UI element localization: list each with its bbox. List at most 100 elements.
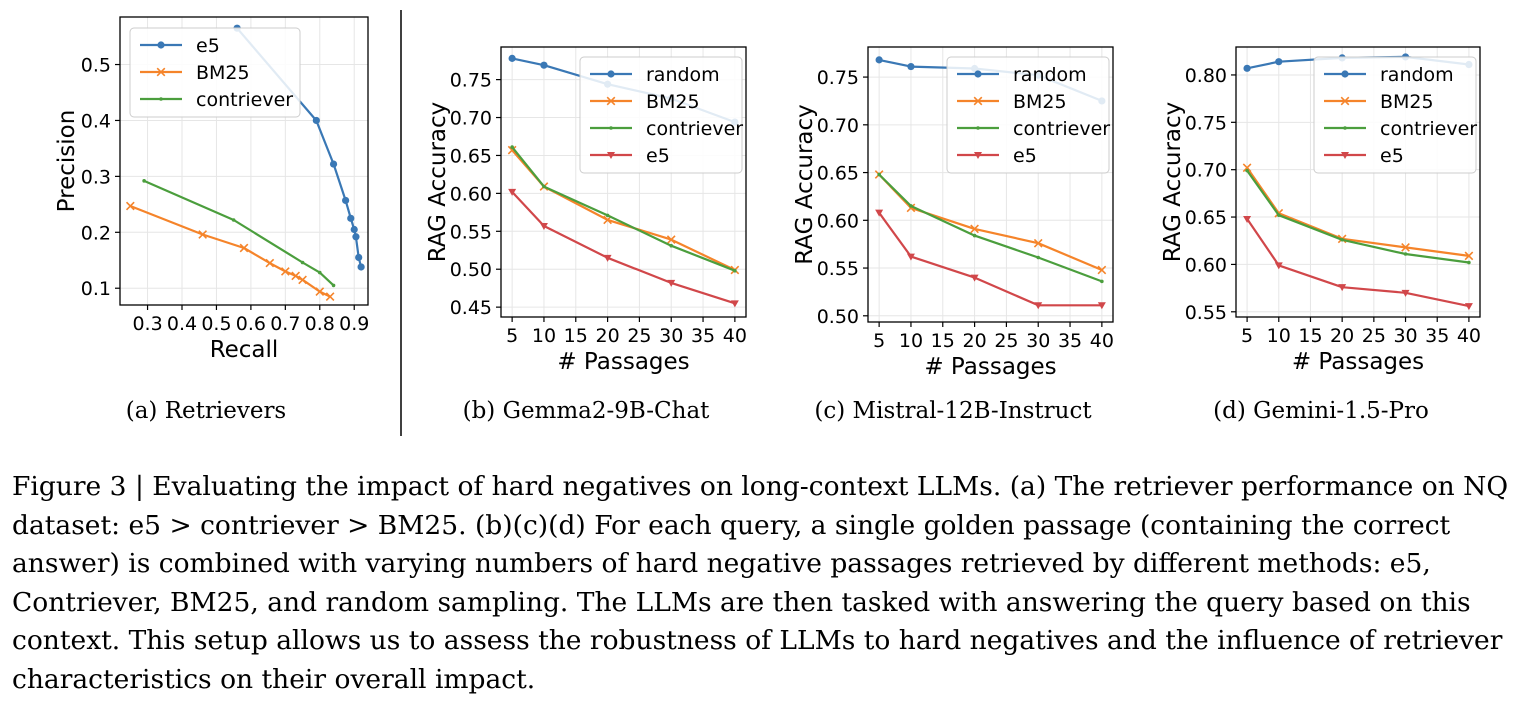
data-point	[1340, 237, 1344, 242]
legend-label: contriever	[196, 89, 293, 111]
y-tick-label: 0.75	[817, 67, 859, 89]
legend-marker	[976, 126, 980, 130]
legend-label: random	[1380, 64, 1454, 86]
x-axis-title: # Passages	[924, 354, 1056, 380]
x-axis-title: # Passages	[557, 349, 689, 375]
legend-marker	[1343, 126, 1347, 130]
y-tick-label: 0.65	[450, 145, 492, 167]
legend-label: random	[1013, 64, 1087, 86]
legend-marker	[1341, 152, 1349, 159]
y-tick-label: 0.70	[450, 108, 492, 130]
x-tick-label: 40	[1090, 330, 1114, 352]
y-tick-label: 0.65	[1185, 207, 1227, 229]
y-tick-label: 0.2	[81, 222, 111, 244]
y-tick-label: 0.1	[81, 278, 111, 300]
subcaption: (d) Gemini-1.5-Pro	[1213, 398, 1429, 424]
data-point	[1033, 238, 1043, 248]
data-point	[669, 243, 674, 248]
x-tick-label: 10	[532, 325, 556, 347]
legend-box	[1313, 56, 1477, 174]
series-contriever	[877, 172, 1104, 284]
series-line	[1246, 169, 1470, 264]
series-contriever	[510, 145, 737, 273]
y-axis-title: RAG Accuracy	[425, 102, 451, 263]
legend-label: e5	[196, 35, 220, 57]
y-tick-label: 0.50	[817, 306, 859, 328]
y-tick-label: 0.60	[1185, 254, 1227, 276]
y-axis-title: Precision	[54, 110, 80, 213]
x-tick-label: 5	[873, 330, 885, 352]
legend: e5 BM25 contriever	[129, 27, 301, 118]
y-tick-label: 0.70	[1185, 160, 1227, 182]
legend-label: e5	[1013, 145, 1037, 167]
x-tick-label: 25	[627, 325, 651, 347]
x-tick-label: 5	[506, 325, 518, 347]
legend-label: BM25	[196, 62, 250, 84]
data-point	[1097, 265, 1107, 275]
chart-panel-a-retrievers: 0.3 0.4 0.5 0.6 0.7 0.8 0.90.10.20.30.40.5Reca…	[54, 16, 369, 424]
data-point	[972, 233, 977, 238]
data-point	[542, 184, 546, 189]
data-point	[231, 218, 236, 222]
chart-panel-d-gemini: 5 10 15 20 25 30 35 40 0.55 0.60 0.65 0.70 0.75 0.80 #…	[1160, 46, 1481, 424]
data-point	[1401, 289, 1410, 297]
legend-label: BM25	[1380, 91, 1434, 113]
x-tick-label: 15	[564, 325, 588, 347]
y-tick-label: 0.55	[450, 221, 492, 243]
legend-marker	[974, 152, 982, 159]
chart-panel-c-mistral: 5 10 15 20 25 30 35 40 0.50 0.55 0.60 0.65 0.70 0.75 #…	[792, 46, 1114, 424]
x-tick-label: 20	[1330, 325, 1354, 347]
data-point	[909, 204, 913, 208]
data-point	[317, 270, 322, 275]
x-tick-label: 35	[1425, 325, 1449, 347]
y-tick-label: 0.80	[1185, 65, 1227, 87]
x-tick-label: 20	[595, 325, 619, 347]
data-point	[907, 62, 915, 71]
plot-frame	[119, 16, 369, 306]
plot-frame	[867, 46, 1114, 323]
y-tick-label: 0.70	[817, 115, 859, 137]
y-tick-label: 0.55	[1185, 302, 1227, 324]
data-point	[1097, 302, 1106, 310]
legend-marker	[1341, 70, 1349, 78]
legend: random BM25 contriever e5	[1313, 56, 1477, 174]
legend-label: random	[646, 64, 720, 86]
data-point	[355, 253, 363, 262]
data-point	[352, 233, 360, 241]
data-point	[508, 188, 517, 196]
series-line	[878, 173, 1103, 283]
data-point	[298, 275, 307, 285]
series-line	[511, 191, 736, 305]
legend-label: BM25	[1013, 91, 1067, 113]
data-point	[540, 61, 548, 69]
y-tick-label: 0.75	[450, 70, 492, 92]
x-tick-label: 40	[1457, 325, 1481, 347]
data-point	[1464, 303, 1473, 311]
data-point	[280, 267, 290, 276]
x-tick-label: 0.4	[167, 313, 197, 335]
y-tick-label: 0.65	[817, 163, 859, 185]
data-point	[342, 196, 350, 205]
data-point	[1464, 251, 1474, 261]
figure-caption: Figure 3 | Evaluating the impact of hard…	[12, 471, 1509, 695]
data-point	[347, 214, 355, 222]
x-tick-label: 30	[659, 325, 683, 347]
x-tick-label: 0.5	[201, 313, 231, 335]
data-point	[265, 258, 275, 268]
x-tick-label: 10	[1267, 325, 1291, 347]
subcaption: (c) Mistral-12B-Instruct	[814, 398, 1092, 424]
x-tick-label: 15	[1298, 325, 1322, 347]
data-point	[312, 116, 320, 125]
plot-frame	[1235, 46, 1481, 318]
subcaption: (b) Gemma2-9B-Chat	[463, 398, 711, 424]
data-point	[510, 145, 514, 149]
data-point	[357, 263, 365, 271]
legend-marker	[156, 67, 166, 77]
series-e5	[875, 209, 1106, 310]
legend-marker	[974, 70, 982, 78]
series-line	[878, 212, 1102, 307]
data-point	[605, 213, 610, 218]
y-tick-label: 0.60	[817, 210, 859, 232]
data-point	[730, 300, 739, 308]
x-tick-label: 25	[1362, 325, 1386, 347]
